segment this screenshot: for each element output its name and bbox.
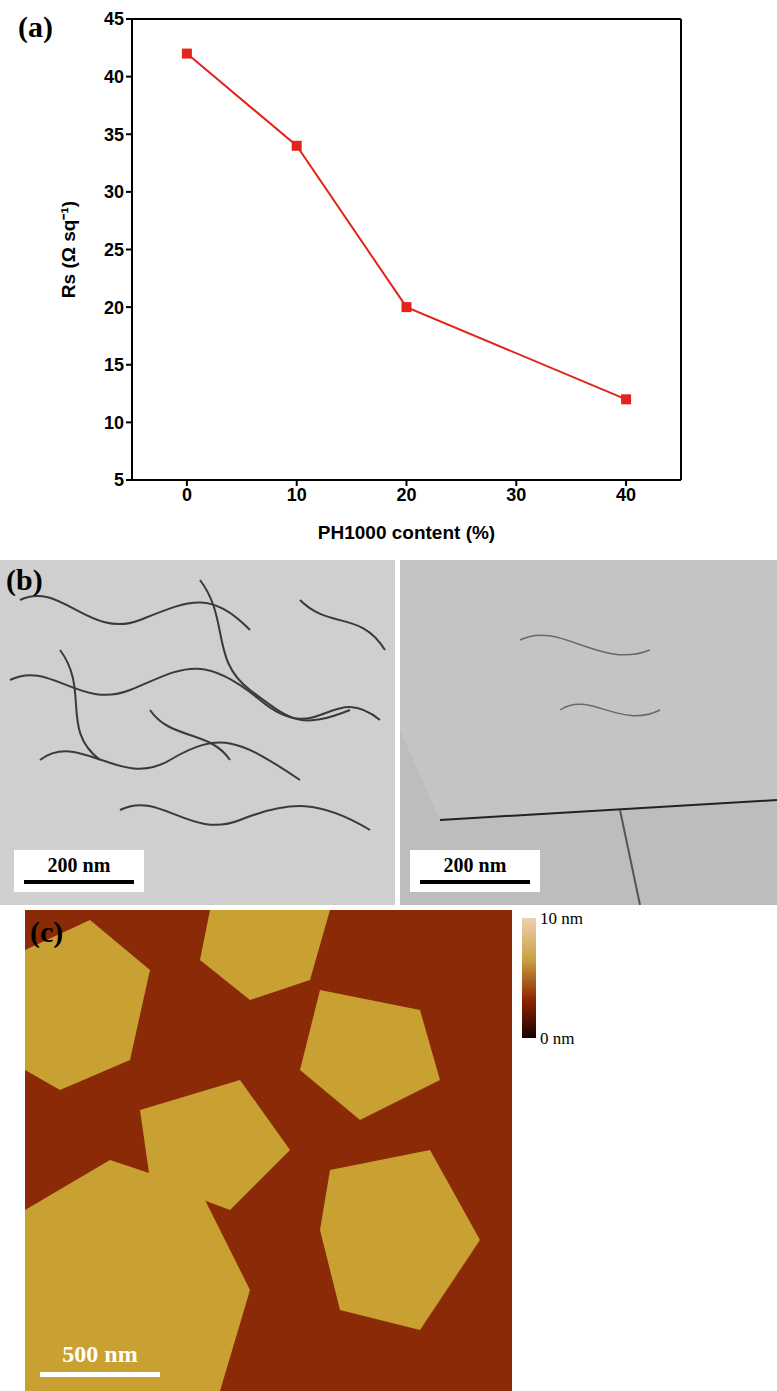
svg-text:0 nm: 0 nm (540, 1029, 574, 1048)
svg-text:45: 45 (104, 9, 124, 29)
svg-text:20: 20 (396, 485, 416, 505)
svg-text:200 nm: 200 nm (444, 854, 507, 876)
svg-text:(c): (c) (30, 915, 63, 949)
svg-text:5: 5 (114, 470, 124, 490)
svg-text:30: 30 (506, 485, 526, 505)
svg-text:10: 10 (287, 485, 307, 505)
svg-text:30: 30 (104, 182, 124, 202)
svg-text:25: 25 (104, 240, 124, 260)
svg-text:Rs (Ω sq⁻¹): Rs (Ω sq⁻¹) (58, 201, 79, 298)
svg-text:40: 40 (616, 485, 636, 505)
svg-text:500 nm: 500 nm (62, 1341, 137, 1367)
svg-text:10: 10 (104, 413, 124, 433)
html-text:(a): (a) (18, 10, 53, 43)
svg-text:15: 15 (104, 355, 124, 375)
svg-text:0: 0 (182, 485, 192, 505)
svg-text:10 nm: 10 nm (540, 910, 583, 928)
svg-text:PH1000 content (%): PH1000 content (%) (318, 522, 495, 543)
svg-text:(b): (b) (6, 563, 43, 597)
svg-text:40: 40 (104, 67, 124, 87)
svg-text:200 nm: 200 nm (48, 854, 111, 876)
svg-text:35: 35 (104, 125, 124, 145)
svg-text:20: 20 (104, 298, 124, 318)
